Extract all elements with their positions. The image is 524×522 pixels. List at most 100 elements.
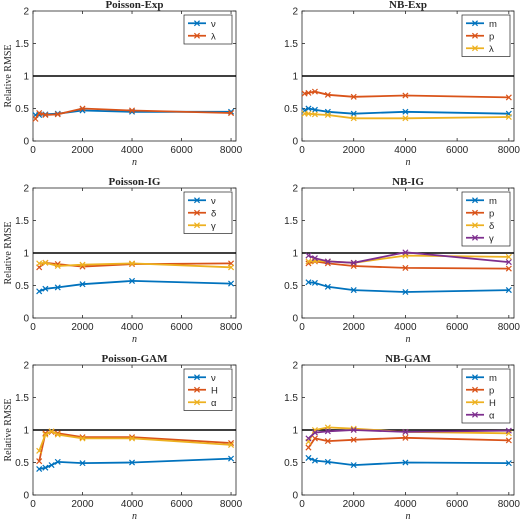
data-point-marker	[311, 429, 318, 436]
x-axis-label: n	[132, 334, 137, 345]
chart-title: NB-GAM	[385, 353, 431, 365]
y-tick-label: 0	[23, 314, 29, 325]
legend-marker	[471, 234, 479, 241]
data-point-marker	[48, 428, 55, 435]
data-point-marker	[42, 430, 49, 437]
data-point-marker	[54, 458, 61, 465]
data-point-marker	[402, 428, 409, 435]
data-point-marker	[128, 260, 136, 267]
chart-title: Poisson-IG	[109, 176, 161, 188]
data-point-marker	[128, 459, 136, 466]
data-point-marker	[311, 457, 318, 464]
x-tick-label: 2000	[71, 322, 94, 333]
data-point-marker	[305, 258, 312, 265]
data-point-marker	[48, 462, 55, 469]
data-point-marker	[350, 426, 357, 434]
y-tick-label: 0.5	[15, 281, 29, 292]
data-point-marker	[350, 287, 357, 294]
legend-label: m	[489, 19, 497, 30]
data-point-marker	[311, 106, 318, 113]
x-tick-label: 0	[30, 322, 36, 333]
data-point-marker	[42, 285, 49, 292]
data-point-marker	[305, 252, 312, 259]
legend-marker	[193, 197, 201, 204]
data-point-marker	[350, 110, 357, 117]
legend-marker	[471, 386, 479, 393]
y-tick-label: 1.5	[284, 216, 298, 227]
legend-marker	[471, 399, 479, 406]
legend-marker	[193, 209, 201, 216]
data-point-marker	[42, 259, 49, 266]
data-point-marker	[36, 465, 43, 473]
data-point-marker	[402, 434, 409, 441]
data-point-marker	[128, 435, 136, 442]
legend-marker	[193, 386, 201, 393]
x-tick-label: 4000	[121, 322, 144, 333]
x-tick-label: 4000	[121, 499, 144, 510]
x-tick-label: 6000	[446, 499, 469, 510]
x-tick-label: 2000	[71, 145, 94, 156]
legend-marker	[471, 374, 479, 381]
x-tick-label: 2000	[343, 322, 366, 333]
data-point-marker	[311, 279, 318, 286]
chart-panel: Poisson-IG 0 0.5 1 1.5 2 0 2000 4000 6000 8000 n Rel…	[3, 176, 243, 345]
data-point-marker	[324, 438, 331, 445]
legend: mpλ	[461, 14, 511, 57]
data-point-marker	[505, 113, 512, 120]
legend-label: ν	[211, 19, 216, 30]
chart-panel: NB-Exp 0 0.5 1 1.5 2 0 2000 4000 6000 8000 n mpλ	[284, 0, 520, 168]
legend-label: ν	[211, 196, 216, 207]
legend-label: H	[211, 385, 218, 396]
data-point-marker	[324, 428, 331, 435]
data-point-marker	[42, 431, 49, 438]
y-tick-label: 1.5	[15, 39, 29, 50]
data-point-marker	[54, 431, 61, 438]
x-axis-label: n	[132, 157, 137, 168]
x-tick-label: 8000	[498, 322, 521, 333]
data-point-marker	[350, 436, 357, 443]
y-tick-label: 0	[292, 491, 298, 502]
y-tick-label: 0	[23, 491, 29, 502]
legend-marker	[471, 411, 479, 418]
y-tick-label: 1	[23, 249, 29, 260]
y-tick-label: 2	[292, 184, 298, 195]
data-point-marker	[128, 107, 136, 114]
data-point-marker	[311, 435, 318, 442]
data-point-marker	[36, 288, 43, 295]
legend-marker	[471, 209, 479, 216]
data-point-marker	[324, 111, 331, 119]
y-tick-label: 2	[23, 184, 29, 195]
x-tick-label: 6000	[170, 499, 193, 510]
legend-marker	[193, 374, 201, 381]
x-tick-label: 8000	[220, 499, 243, 510]
legend-marker	[193, 399, 201, 406]
legend-label: H	[489, 398, 496, 409]
legend-label: λ	[489, 44, 494, 55]
y-tick-label: 1	[292, 249, 298, 260]
x-tick-label: 0	[30, 145, 36, 156]
data-point-marker	[311, 88, 318, 95]
data-point-marker	[228, 110, 235, 117]
legend-label: α	[211, 398, 217, 409]
data-point-marker	[505, 460, 512, 467]
data-point-marker	[54, 111, 61, 118]
legend-label: δ	[211, 208, 216, 219]
x-tick-label: 8000	[498, 499, 521, 510]
legend-marker	[471, 20, 479, 27]
data-point-marker	[54, 284, 61, 291]
legend-label: α	[489, 410, 495, 421]
x-tick-label: 8000	[220, 145, 243, 156]
data-point-marker	[402, 288, 409, 296]
data-point-marker	[79, 435, 86, 442]
y-tick-label: 0	[292, 314, 298, 325]
legend-box	[183, 14, 233, 45]
data-point-marker	[305, 105, 312, 112]
x-tick-label: 4000	[394, 322, 417, 333]
legend-marker	[193, 32, 201, 39]
legend-marker	[193, 20, 201, 27]
